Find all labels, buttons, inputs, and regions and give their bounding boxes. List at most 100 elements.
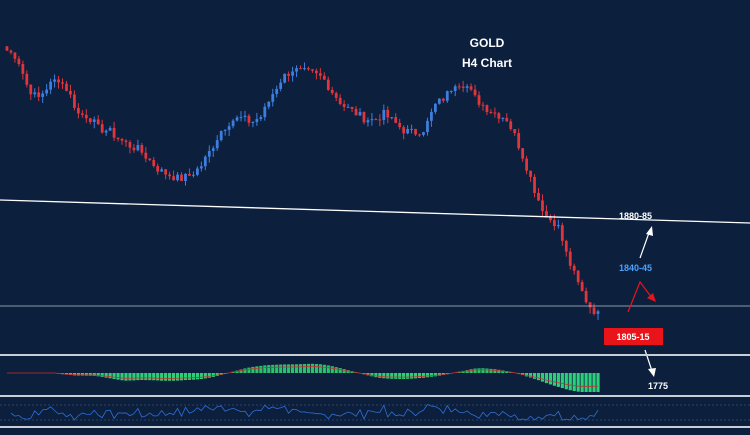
macd-bar [184, 373, 187, 380]
candle-body [184, 174, 187, 181]
candle-body [140, 145, 143, 153]
macd-bar [339, 368, 342, 373]
candle-body [299, 68, 302, 69]
macd-bar [533, 373, 536, 379]
macd-bar [469, 369, 472, 373]
candle-body [160, 169, 163, 171]
macd-bar [132, 373, 135, 380]
candle-body [466, 86, 469, 88]
macd-bar [247, 368, 250, 373]
candle-body [490, 112, 493, 113]
candle-body [339, 98, 342, 104]
macd-bar [144, 373, 147, 380]
macd-bar [116, 373, 119, 380]
candle-body [597, 311, 600, 314]
macd-bar [378, 373, 381, 378]
candle-body [458, 86, 461, 87]
macd-bar [327, 365, 330, 373]
candle-body [164, 169, 167, 174]
candle-body [228, 126, 231, 130]
candle-body [513, 129, 516, 133]
candle-body [61, 82, 64, 83]
macd-bar [430, 373, 433, 377]
macd-bar [390, 373, 393, 379]
macd-bar [569, 373, 572, 390]
candle-body [25, 74, 28, 85]
candle-body [585, 291, 588, 302]
candle-body [398, 123, 401, 127]
candle-body [109, 128, 112, 131]
candle-body [85, 115, 88, 118]
candle-body [486, 105, 489, 112]
candle-body [589, 302, 592, 307]
candle-body [180, 175, 183, 181]
macd-bar [251, 367, 254, 373]
candle-body [17, 59, 20, 64]
candle-body [220, 131, 223, 140]
macd-bar [585, 373, 588, 392]
candle-body [402, 127, 405, 133]
candle-body [255, 119, 258, 122]
macd-bar [592, 373, 595, 392]
candle-body [537, 193, 540, 200]
candle-body [430, 112, 433, 121]
candle-body [133, 148, 136, 151]
macd-bar [394, 373, 397, 379]
candle-body [525, 159, 528, 171]
candle-body [93, 119, 96, 122]
candle-body [386, 110, 389, 118]
candle-body [121, 139, 124, 141]
macd-bar [160, 373, 163, 381]
candle-body [37, 92, 40, 96]
macd-bar [156, 373, 159, 380]
candle-body [275, 89, 278, 94]
candle-body [89, 118, 92, 122]
macd-bar [577, 373, 580, 392]
candle-body [136, 145, 139, 150]
macd-bar [101, 373, 104, 377]
candle-body [438, 99, 441, 104]
candle-body [442, 99, 445, 101]
candle-body [252, 122, 255, 123]
candle-body [45, 90, 48, 94]
macd-bar [398, 373, 401, 379]
candle-body [168, 175, 171, 177]
candle-body [363, 112, 366, 122]
candle-body [77, 108, 80, 113]
candle-body [347, 107, 350, 108]
macd-bar [208, 373, 211, 378]
macd-bar [588, 373, 591, 392]
macd-bar [188, 373, 191, 380]
candle-body [319, 73, 322, 76]
macd-bar [545, 373, 548, 383]
candle-body [204, 157, 207, 167]
candle-body [307, 68, 310, 69]
candle-body [53, 79, 56, 81]
candle-body [200, 166, 203, 168]
candle-body [378, 119, 381, 120]
candle-body [14, 53, 17, 59]
candle-body [65, 84, 68, 91]
candle-body [267, 102, 270, 107]
candle-body [192, 175, 195, 176]
candle-body [470, 86, 473, 89]
candle-body [29, 85, 32, 94]
macd-bar [426, 373, 429, 377]
candle-body [57, 79, 60, 82]
candle-body [351, 107, 354, 109]
macd-bar [192, 373, 195, 380]
candle-body [49, 82, 52, 90]
candle-body [493, 113, 496, 114]
macd-bar [410, 373, 413, 379]
chart-title: GOLD [470, 36, 505, 50]
candle-body [291, 72, 294, 76]
candle-body [311, 69, 314, 70]
macd-bar [481, 368, 484, 373]
macd-bar [124, 373, 127, 381]
candle-body [557, 225, 560, 226]
candle-body [21, 64, 24, 74]
macd-bar [382, 373, 385, 378]
macd-bar [275, 365, 278, 373]
macd-bar [105, 373, 108, 378]
